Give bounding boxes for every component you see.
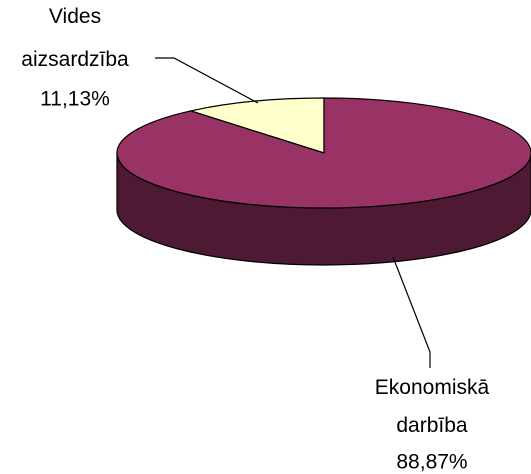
value-label: 88,87% (396, 451, 467, 474)
leader-line (155, 57, 259, 104)
slice-label: Ekonomiskā darbība (375, 376, 490, 437)
slice (116, 97, 531, 209)
slice-label: Vides aizsardzība (21, 5, 129, 71)
value-label: 11,13% (40, 88, 110, 111)
slice (188, 97, 325, 154)
leader-line (392, 256, 431, 368)
